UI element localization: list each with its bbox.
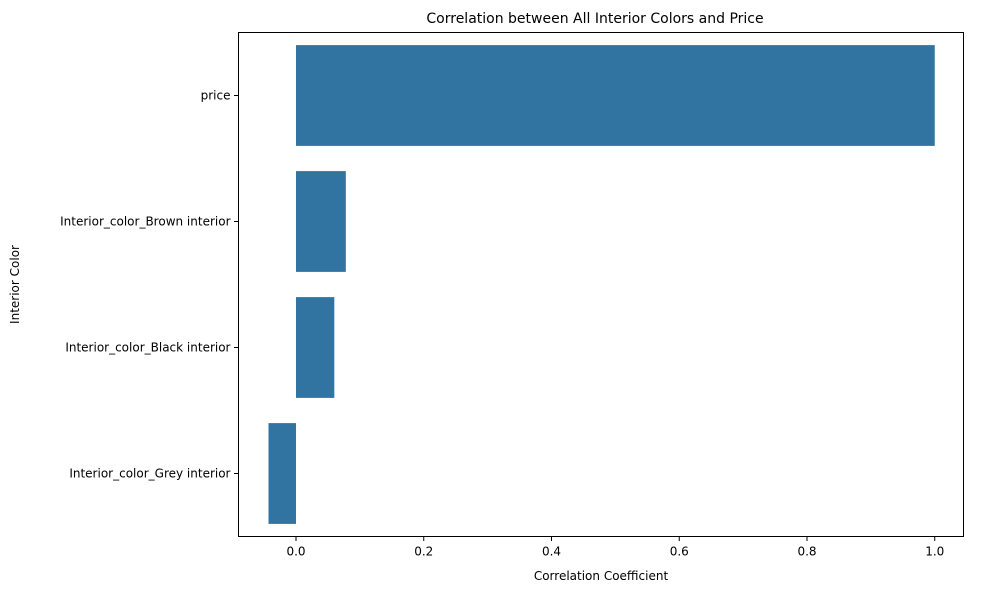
chart-title: Correlation between All Interior Colors … [426, 11, 763, 27]
x-tick-label: 1.0 [925, 545, 944, 559]
bar-0 [295, 45, 935, 146]
bar-3 [268, 423, 296, 524]
y-axis-title: Interior Color [8, 245, 22, 324]
bar-1 [295, 171, 346, 272]
y-tick-label: Interior_color_Grey interior [69, 467, 230, 481]
x-tick-label: 0.0 [286, 545, 305, 559]
plot-frame [238, 32, 964, 537]
y-tick-label: Interior_color_Black interior [65, 341, 230, 355]
y-axis: price Interior_color_Brown interior Interi… [60, 89, 239, 481]
bars-layer [268, 45, 935, 524]
bar-2 [295, 297, 335, 398]
y-tick-label: price [201, 89, 231, 103]
y-tick-label: Interior_color_Brown interior [60, 215, 230, 229]
x-tick-label: 0.6 [670, 545, 689, 559]
x-tick-label: 0.4 [542, 545, 561, 559]
x-axis: 0.0 0.2 0.4 0.6 0.8 1.0 [286, 536, 944, 559]
x-axis-title: Correlation Coefficient [534, 569, 669, 583]
x-tick-label: 0.8 [797, 545, 816, 559]
x-tick-label: 0.2 [414, 545, 433, 559]
